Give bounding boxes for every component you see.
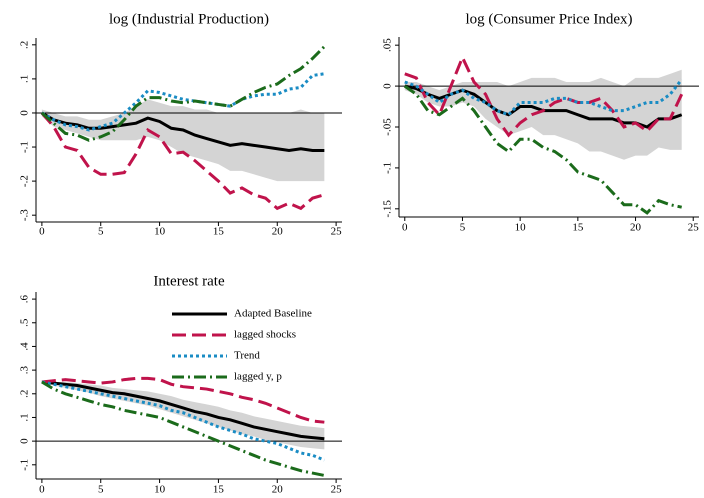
y-tick-label: 0 — [19, 110, 31, 116]
confidence-band — [41, 381, 325, 450]
y-tick-label: -.3 — [19, 209, 31, 221]
y-tick-label: .3 — [19, 365, 31, 374]
x-tick-label: 15 — [213, 484, 225, 496]
legend-label: lagged shocks — [234, 329, 296, 341]
series-line — [41, 380, 325, 477]
series-line — [404, 53, 684, 138]
x-tick-label: 20 — [272, 484, 284, 496]
y-tick-label: -.15 — [382, 200, 394, 218]
x-tick-label: 10 — [154, 226, 166, 238]
x-tick-label: 5 — [98, 226, 104, 238]
y-tick-label: -.1 — [19, 141, 31, 153]
legend-label: Trend — [234, 350, 260, 362]
y-tick-label: -.1 — [19, 459, 31, 471]
confidence-band — [41, 99, 325, 182]
chart-title: Interest rate — [153, 273, 225, 289]
x-tick-label: 0 — [39, 484, 45, 496]
x-tick-label: 20 — [630, 222, 642, 234]
x-tick-label: 25 — [331, 484, 343, 496]
y-tick-label: .1 — [19, 413, 31, 421]
legend-label: Adapted Baseline — [234, 308, 312, 320]
series-line — [41, 380, 325, 462]
x-tick-label: 25 — [688, 222, 700, 234]
chart-title: log (Industrial Production) — [109, 11, 269, 27]
y-tick-label: 0 — [382, 83, 394, 89]
series-line — [41, 111, 325, 152]
series-line — [41, 380, 325, 441]
series-line — [41, 376, 325, 424]
y-tick-label: -.05 — [382, 118, 394, 136]
x-tick-label: 25 — [331, 226, 343, 238]
y-tick-label: .1 — [19, 75, 31, 83]
series-line — [403, 84, 683, 215]
y-tick-label: 0 — [19, 438, 31, 444]
series-line — [40, 111, 325, 211]
y-tick-label: -.2 — [19, 175, 31, 187]
x-tick-label: 5 — [98, 484, 104, 496]
y-tick-label: .2 — [19, 41, 31, 49]
x-tick-label: 0 — [39, 226, 45, 238]
series-line — [404, 78, 683, 117]
x-tick-label: 15 — [213, 226, 225, 238]
y-tick-label: .5 — [19, 318, 31, 327]
x-tick-label: 20 — [272, 226, 284, 238]
x-tick-label: 15 — [572, 222, 584, 234]
confidence-band — [404, 69, 682, 160]
y-tick-label: -.1 — [382, 162, 394, 174]
series-line — [40, 45, 326, 142]
legend-label: lagged y, p — [234, 371, 282, 383]
y-tick-label: .6 — [19, 294, 31, 303]
y-tick-label: .2 — [19, 390, 31, 398]
x-tick-label: 0 — [402, 222, 408, 234]
x-tick-label: 10 — [154, 484, 166, 496]
chart-title: log (Consumer Price Index) — [465, 11, 632, 27]
y-tick-label: .05 — [382, 38, 394, 52]
y-tick-label: .4 — [19, 342, 31, 351]
x-tick-label: 10 — [515, 222, 527, 234]
series-line — [41, 72, 325, 132]
x-tick-label: 5 — [460, 222, 466, 234]
